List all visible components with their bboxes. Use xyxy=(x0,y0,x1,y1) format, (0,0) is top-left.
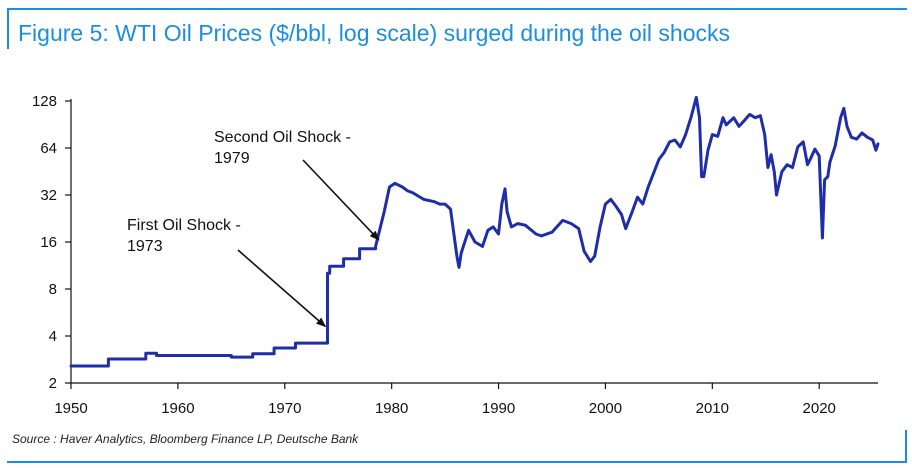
annotation-label: Second Oil Shock - xyxy=(214,129,351,146)
y-tick-label: 64 xyxy=(40,140,57,157)
y-tick-label: 8 xyxy=(49,281,57,298)
x-tick-label: 1950 xyxy=(54,400,87,417)
x-tick-label: 2020 xyxy=(803,400,836,417)
frame-top-rule xyxy=(7,8,907,10)
x-tick-label: 2010 xyxy=(696,400,729,417)
chart-annotations: First Oil Shock - 1973 Second Oil Shock - 1… xyxy=(127,129,380,328)
y-tick-label: 32 xyxy=(40,187,57,204)
y-tick-label: 4 xyxy=(49,328,57,345)
y-tick-label: 128 xyxy=(32,93,57,110)
y-tick-label: 16 xyxy=(40,234,57,251)
annotation-arrow xyxy=(302,159,380,241)
frame-right-rule xyxy=(905,430,907,463)
x-tick-label: 1960 xyxy=(161,400,194,417)
figure-title: Figure 5: WTI Oil Prices ($/bbl, log sca… xyxy=(18,20,731,46)
frame-bottom-rule xyxy=(7,461,907,463)
wti-price-line xyxy=(69,95,880,368)
source-note: Source : Haver Analytics, Bloomberg Fina… xyxy=(12,432,359,446)
annotation-arrow xyxy=(237,249,327,328)
chart-series xyxy=(69,95,880,368)
x-tick-label: 1990 xyxy=(482,400,515,417)
chart-axes: 2 4 8 16 32 64 128 1950 1960 1970 1980 1990 2000 2010… xyxy=(32,93,878,417)
annotation-label: 1973 xyxy=(127,238,163,255)
annotation-label: First Oil Shock - xyxy=(127,217,241,234)
annotation-label: 1979 xyxy=(214,150,250,167)
frame-left-rule xyxy=(7,8,9,49)
x-tick-label: 1970 xyxy=(268,400,301,417)
x-tick-label: 2000 xyxy=(589,400,622,417)
y-tick-label: 2 xyxy=(49,375,57,392)
x-tick-label: 1980 xyxy=(375,400,408,417)
